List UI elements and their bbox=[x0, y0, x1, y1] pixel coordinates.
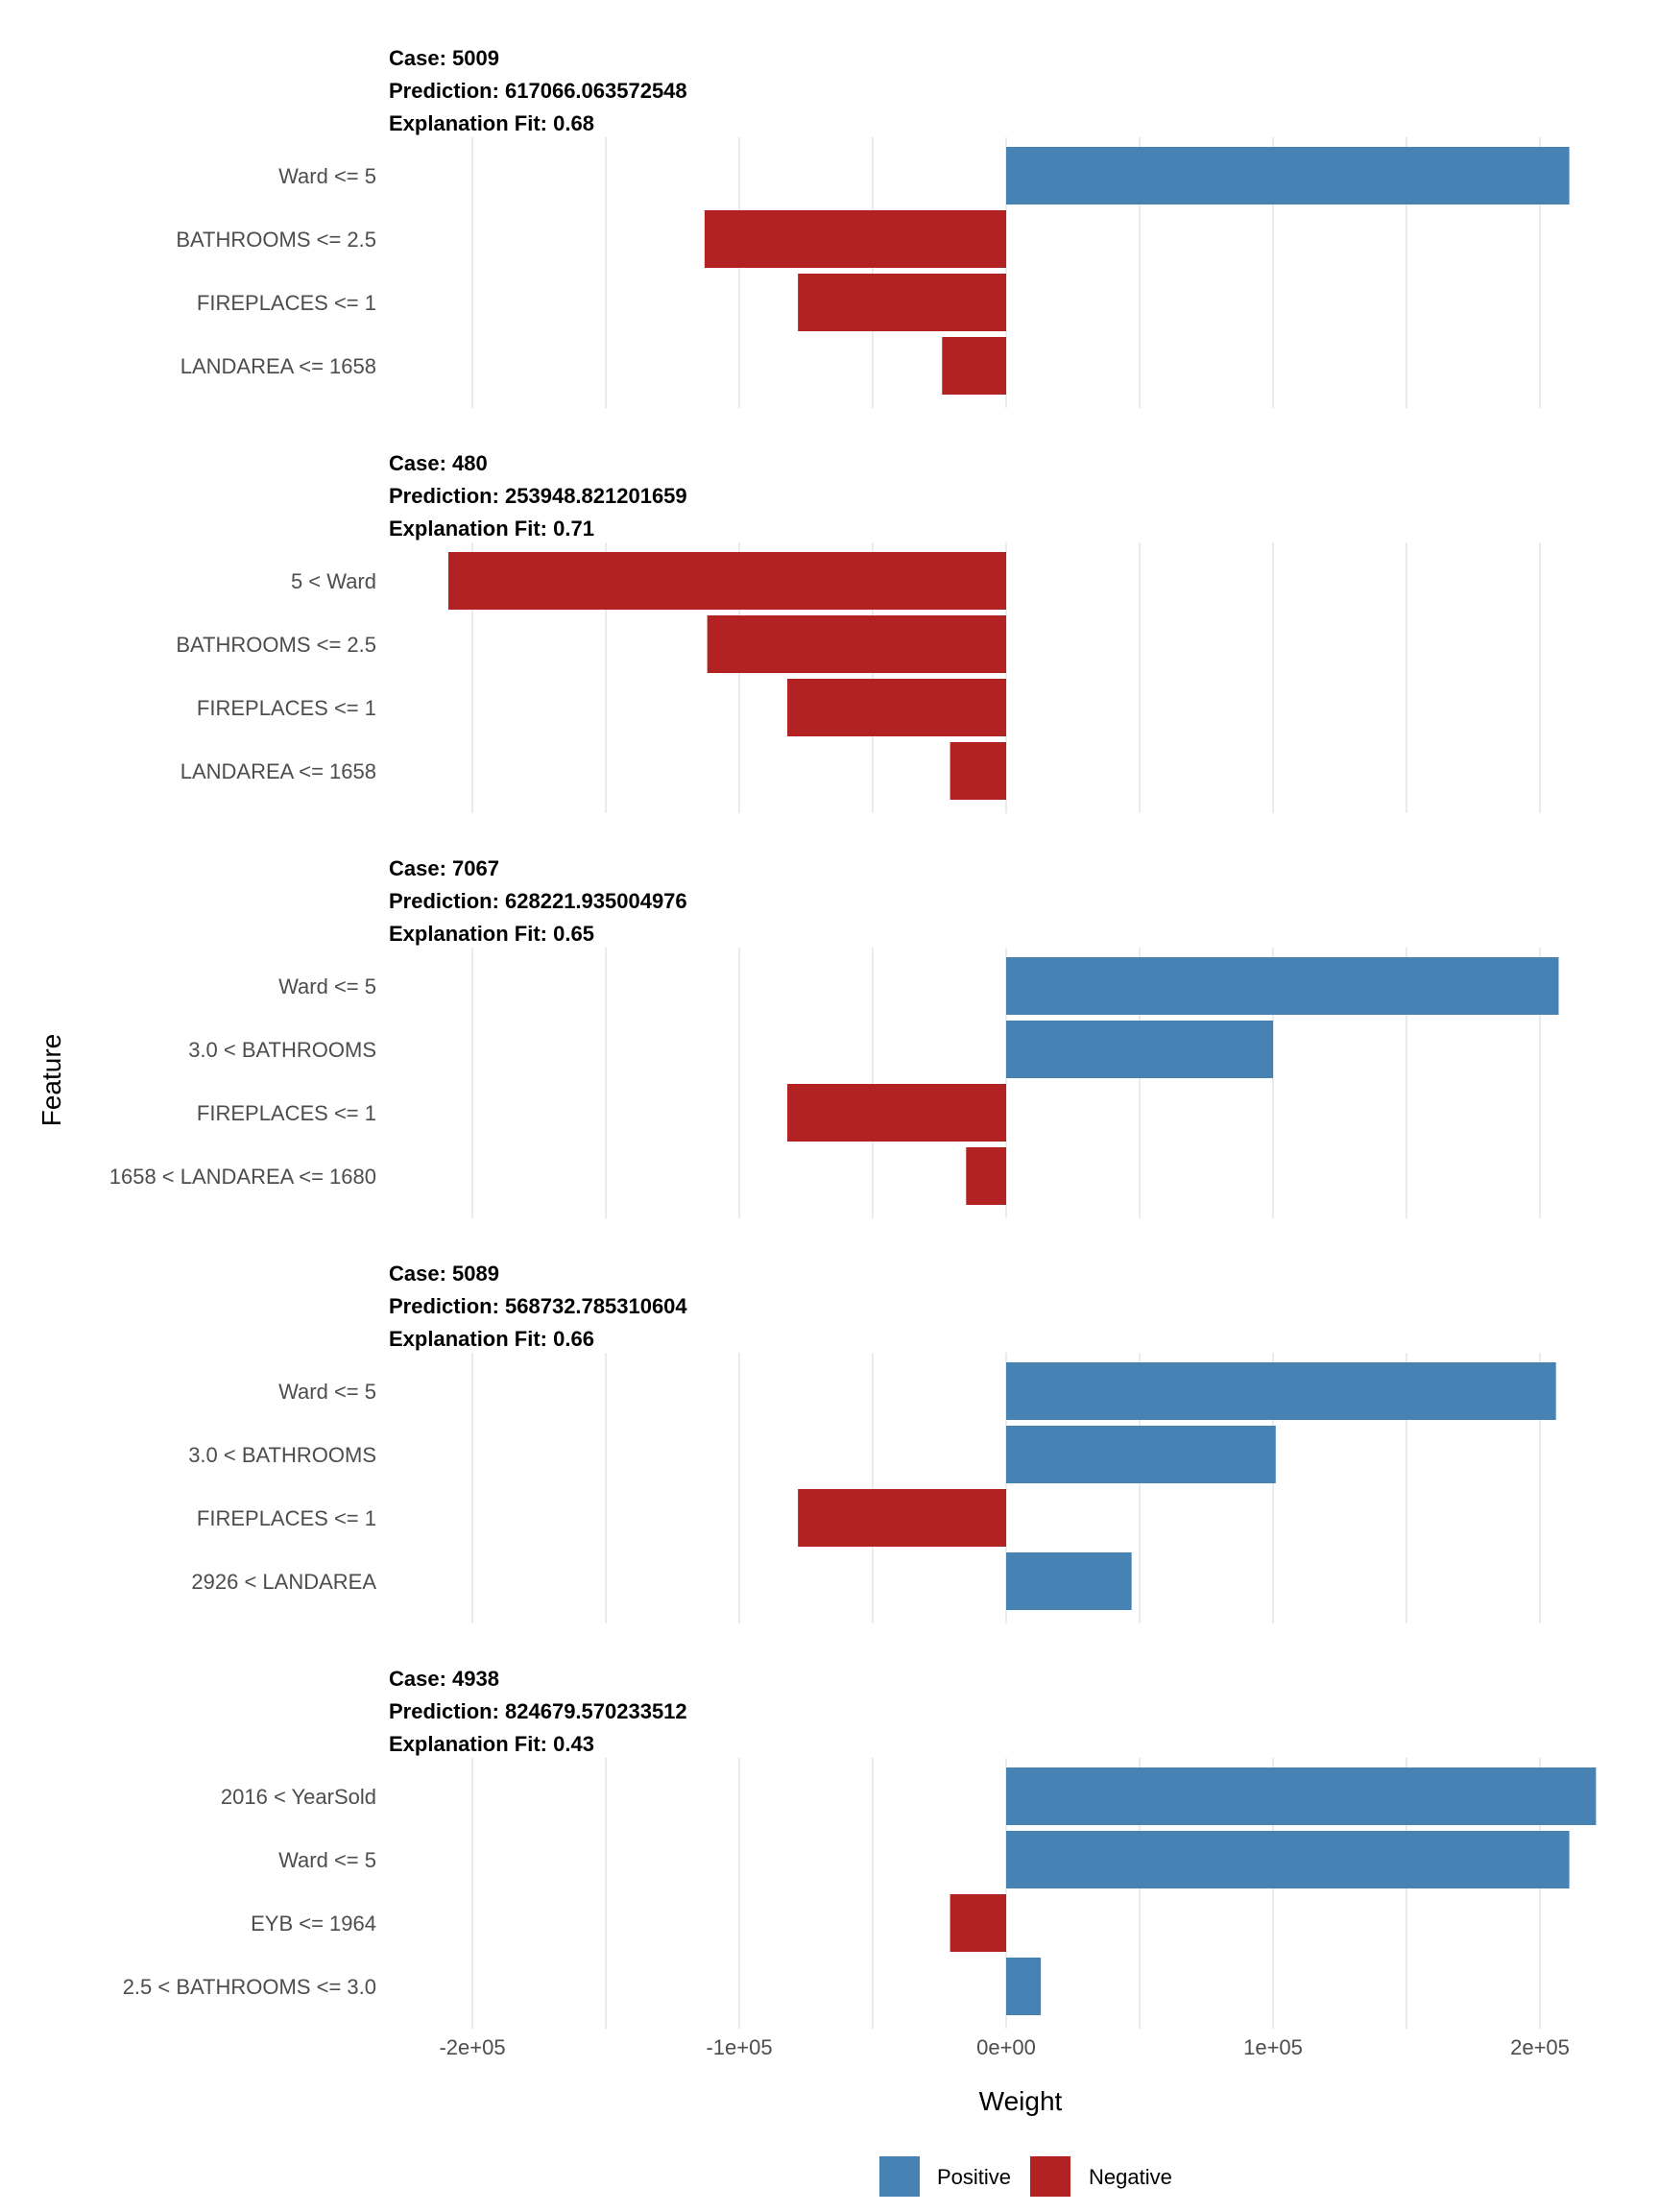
panel-prediction-title: Prediction: 617066.063572548 bbox=[389, 79, 687, 103]
panel-prediction-title: Prediction: 253948.821201659 bbox=[389, 484, 687, 508]
bar-negative bbox=[787, 1084, 1006, 1142]
panel-case-title: Case: 5009 bbox=[389, 46, 499, 70]
x-axis-title: Weight bbox=[979, 2086, 1063, 2116]
bar-positive bbox=[1006, 1958, 1042, 2015]
bar-positive bbox=[1006, 1831, 1570, 1888]
y-axis-title: Feature bbox=[36, 1034, 66, 1127]
panel-fit-title: Explanation Fit: 0.68 bbox=[389, 111, 594, 135]
bar-positive bbox=[1006, 147, 1570, 204]
feature-label: 2926 < LANDAREA bbox=[191, 1570, 376, 1594]
panel-fit-title: Explanation Fit: 0.43 bbox=[389, 1732, 594, 1756]
legend-label-negative: Negative bbox=[1089, 2165, 1172, 2189]
feature-label: 1658 < LANDAREA <= 1680 bbox=[109, 1165, 376, 1189]
feature-label: BATHROOMS <= 2.5 bbox=[176, 633, 376, 657]
feature-label: Ward <= 5 bbox=[278, 1380, 376, 1404]
legend-label-positive: Positive bbox=[937, 2165, 1011, 2189]
panel-case-4: Case: 5089 Prediction: 568732.785310604 Ex… bbox=[188, 1262, 1556, 1623]
bar-negative bbox=[950, 1894, 1006, 1952]
feature-label: LANDAREA <= 1658 bbox=[180, 354, 376, 378]
panel-case-title: Case: 5089 bbox=[389, 1262, 499, 1286]
bar-negative bbox=[704, 210, 1006, 268]
bar-positive bbox=[1006, 957, 1559, 1015]
panel-case-title: Case: 7067 bbox=[389, 856, 499, 880]
panel-case-5: Case: 4938 Prediction: 824679.570233512 Ex… bbox=[123, 1667, 1597, 2029]
bar-negative bbox=[447, 552, 1007, 610]
panel-fit-title: Explanation Fit: 0.71 bbox=[389, 517, 594, 541]
feature-label: FIREPLACES <= 1 bbox=[197, 1506, 376, 1530]
bar-positive bbox=[1006, 1426, 1276, 1483]
feature-label: 3.0 < BATHROOMS bbox=[188, 1038, 376, 1062]
feature-label: 3.0 < BATHROOMS bbox=[188, 1443, 376, 1467]
panel-prediction-title: Prediction: 628221.935004976 bbox=[389, 889, 687, 913]
feature-label: BATHROOMS <= 2.5 bbox=[176, 228, 376, 252]
legend-swatch-positive bbox=[879, 2156, 920, 2197]
panel-case-1: Case: 5009 Prediction: 617066.063572548 Ex… bbox=[176, 46, 1570, 408]
feature-label: FIREPLACES <= 1 bbox=[197, 1101, 376, 1125]
bar-positive bbox=[1006, 1767, 1597, 1825]
legend-swatch-negative bbox=[1030, 2156, 1070, 2197]
panel-prediction-title: Prediction: 568732.785310604 bbox=[389, 1294, 687, 1318]
legend: Positive Negative bbox=[879, 2156, 1172, 2197]
feature-label: EYB <= 1964 bbox=[251, 1911, 376, 1936]
bar-positive bbox=[1006, 1021, 1273, 1078]
panel-case-2: Case: 480 Prediction: 253948.821201659 Exp… bbox=[176, 451, 1541, 813]
panels-group: Case: 5009 Prediction: 617066.063572548 Ex… bbox=[109, 46, 1597, 2029]
panel-case-title: Case: 4938 bbox=[389, 1667, 499, 1691]
panel-fit-title: Explanation Fit: 0.66 bbox=[389, 1327, 594, 1351]
bar-negative bbox=[798, 274, 1006, 331]
panel-fit-title: Explanation Fit: 0.65 bbox=[389, 922, 594, 946]
x-axis: -2e+05 -1e+05 0e+00 1e+05 2e+05 bbox=[439, 2035, 1569, 2059]
bar-negative bbox=[787, 679, 1006, 736]
x-tick-label: 0e+00 bbox=[976, 2035, 1036, 2059]
bar-negative bbox=[798, 1489, 1006, 1547]
panel-case-title: Case: 480 bbox=[389, 451, 488, 475]
feature-label: FIREPLACES <= 1 bbox=[197, 291, 376, 315]
x-tick-label: -1e+05 bbox=[706, 2035, 772, 2059]
bar-positive bbox=[1006, 1552, 1132, 1610]
feature-label: FIREPLACES <= 1 bbox=[197, 696, 376, 720]
feature-label: LANDAREA <= 1658 bbox=[180, 759, 376, 783]
bar-negative bbox=[942, 337, 1006, 395]
feature-label: 5 < Ward bbox=[291, 569, 376, 593]
feature-label: Ward <= 5 bbox=[278, 974, 376, 998]
feature-label: 2.5 < BATHROOMS <= 3.0 bbox=[123, 1975, 376, 1999]
bar-negative bbox=[966, 1147, 1006, 1205]
x-tick-label: 2e+05 bbox=[1510, 2035, 1570, 2059]
panel-case-3: Case: 7067 Prediction: 628221.935004976 Ex… bbox=[109, 856, 1559, 1218]
bar-positive bbox=[1006, 1362, 1556, 1420]
bar-negative bbox=[707, 615, 1006, 673]
feature-label: Ward <= 5 bbox=[278, 164, 376, 188]
feature-label: 2016 < YearSold bbox=[221, 1785, 376, 1809]
feature-label: Ward <= 5 bbox=[278, 1848, 376, 1872]
panel-prediction-title: Prediction: 824679.570233512 bbox=[389, 1699, 687, 1723]
x-tick-label: -2e+05 bbox=[439, 2035, 505, 2059]
x-tick-label: 1e+05 bbox=[1243, 2035, 1303, 2059]
bar-negative bbox=[950, 742, 1006, 800]
